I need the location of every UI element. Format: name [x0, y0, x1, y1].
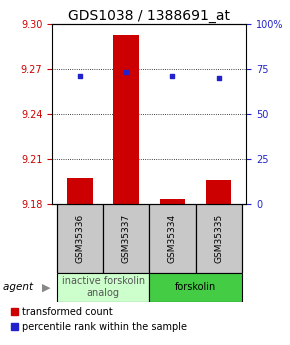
Text: ▶: ▶: [42, 282, 50, 292]
Bar: [67, 178, 93, 204]
Bar: [196, 204, 242, 273]
Bar: [149, 204, 196, 273]
Text: forskolin: forskolin: [175, 282, 216, 292]
Bar: [206, 180, 231, 204]
Legend: transformed count, percentile rank within the sample: transformed count, percentile rank withi…: [11, 307, 187, 332]
Bar: [113, 34, 139, 204]
Text: GSM35335: GSM35335: [214, 214, 223, 263]
Point: [124, 69, 128, 75]
Text: GSM35337: GSM35337: [122, 214, 131, 263]
Text: inactive forskolin
analog: inactive forskolin analog: [61, 276, 145, 298]
Text: GSM35336: GSM35336: [75, 214, 84, 263]
Bar: [103, 204, 149, 273]
Point: [170, 74, 175, 79]
Bar: [57, 273, 149, 302]
Bar: [149, 273, 242, 302]
Text: agent: agent: [3, 282, 36, 292]
Point: [78, 74, 82, 79]
Text: GSM35334: GSM35334: [168, 214, 177, 263]
Title: GDS1038 / 1388691_at: GDS1038 / 1388691_at: [68, 9, 230, 23]
Point: [216, 75, 221, 81]
Bar: [57, 204, 103, 273]
Bar: [160, 199, 185, 204]
